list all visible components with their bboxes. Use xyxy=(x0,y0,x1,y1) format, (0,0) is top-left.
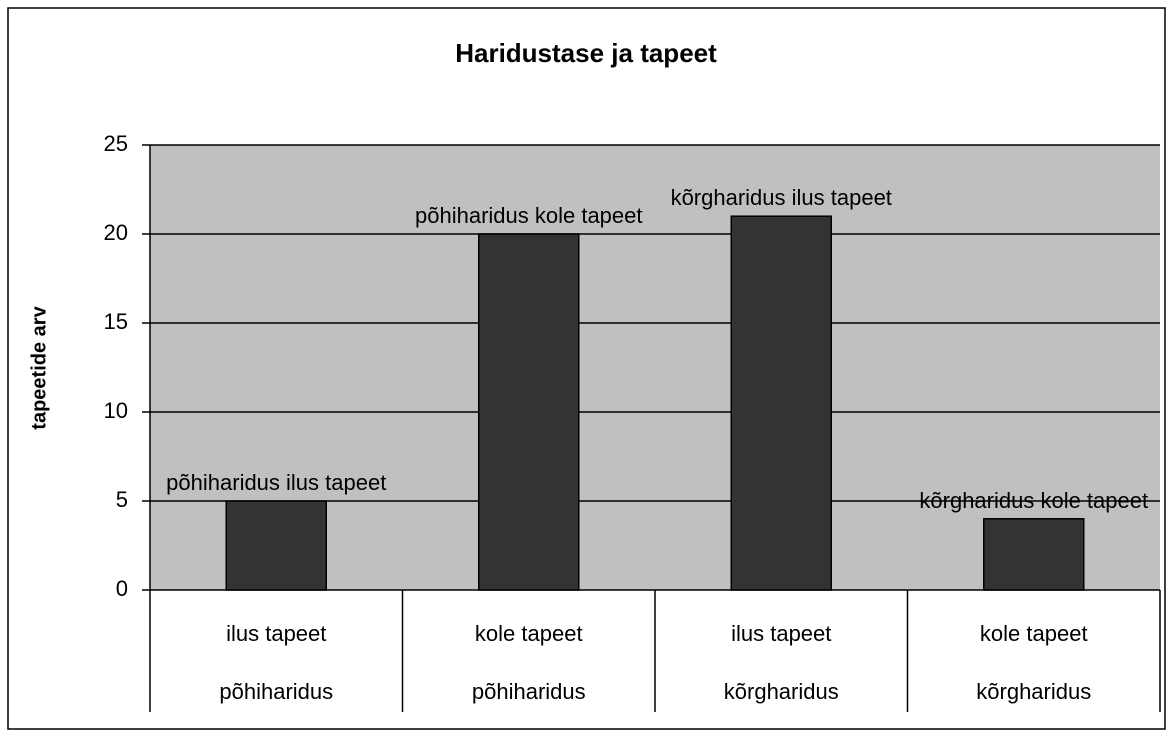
data-label: põhiharidus ilus tapeet xyxy=(166,470,387,495)
x-tick-label: kole tapeet xyxy=(475,621,583,646)
y-tick-label: 10 xyxy=(104,398,128,423)
x-group-label: kõrgharidus xyxy=(724,679,839,704)
y-tick-label: 25 xyxy=(104,131,128,156)
x-tick-label: kole tapeet xyxy=(980,621,1088,646)
y-tick-label: 20 xyxy=(104,220,128,245)
y-tick-label: 5 xyxy=(116,487,128,512)
y-axis-label: tapeetide arv xyxy=(28,305,50,429)
bar xyxy=(478,233,580,591)
bar xyxy=(730,215,832,591)
chart-title: Haridustase ja tapeet xyxy=(455,38,717,68)
x-tick-label: ilus tapeet xyxy=(731,621,831,646)
y-tick-label: 0 xyxy=(116,576,128,601)
x-tick-label: ilus tapeet xyxy=(226,621,326,646)
data-label: kõrgharidus kole tapeet xyxy=(919,487,1149,513)
bar xyxy=(225,500,327,591)
y-tick-label: 15 xyxy=(104,309,128,334)
x-group-label: põhiharidus xyxy=(472,679,586,704)
bar xyxy=(983,518,1085,591)
data-label: põhiharidus kole tapeet xyxy=(415,203,643,228)
x-group-label: kõrgharidus xyxy=(976,679,1091,704)
data-label: kõrgharidus ilus tapeet xyxy=(670,185,892,211)
x-group-label: põhiharidus xyxy=(219,679,333,704)
